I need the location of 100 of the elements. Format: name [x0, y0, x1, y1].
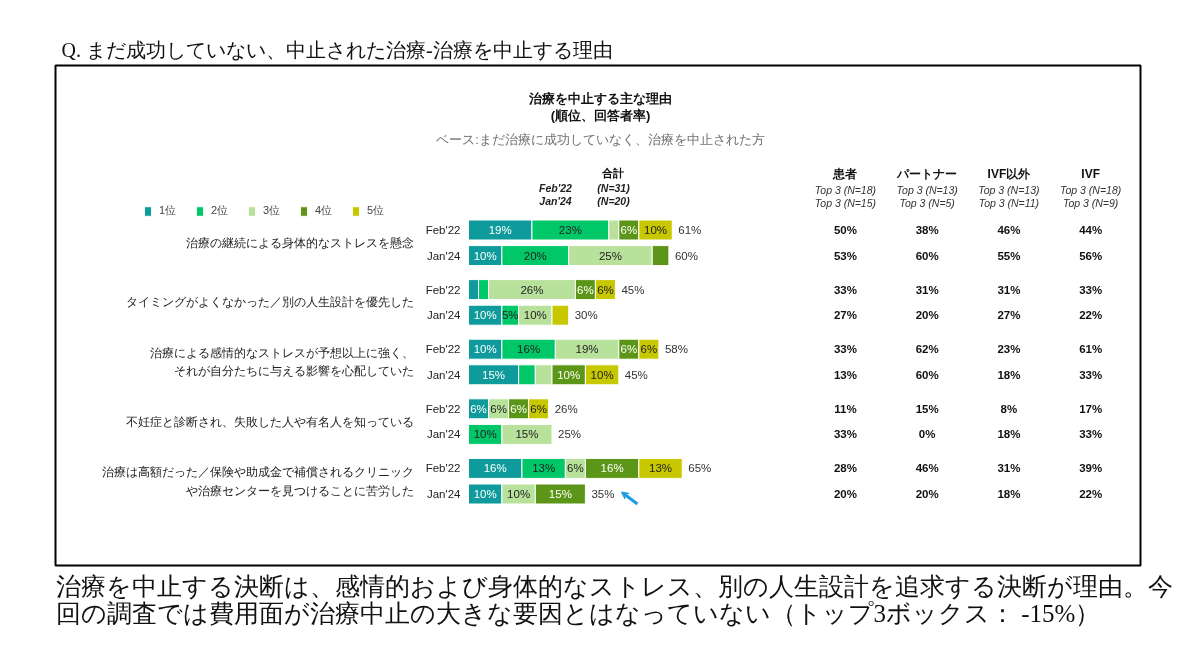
text: 22%	[1079, 488, 1103, 500]
data-label: 23%	[558, 224, 582, 236]
text: 22%	[1079, 309, 1103, 322]
data-label: 16%	[517, 343, 541, 356]
legend-label: 1位	[159, 203, 178, 218]
category-label: パートナー Top 3 (N=13) Top 3 (N=5)	[896, 166, 958, 209]
chart-subtitle: ベース:まだ治療に成功していなく、治療を中止された方	[436, 132, 765, 147]
legend-label: 3位	[263, 203, 282, 218]
data-label: 10%	[473, 249, 497, 262]
data-label: 6%	[577, 283, 594, 296]
category-label: IVF以外 Top 3 (N=13) Top 3 (N=11)	[978, 166, 1040, 209]
text: 33%	[1079, 283, 1103, 296]
data-label: 6%	[567, 462, 584, 475]
data-label: 10%	[590, 368, 614, 381]
text: 62%	[915, 343, 939, 356]
text: 60%	[915, 368, 939, 381]
text: 治療は高額だった／保険や助成金で補償されるクリニックや治療センターを見つけることに苦労した	[101, 464, 414, 498]
text: 20%	[833, 488, 857, 500]
text: 31%	[997, 462, 1021, 475]
text: 23%	[997, 343, 1021, 356]
text: 38%	[915, 224, 939, 236]
text: 39%	[1079, 462, 1103, 475]
total-label: 58%	[664, 343, 688, 356]
text: 31%	[997, 283, 1021, 296]
legend-label: 4位	[315, 203, 334, 218]
text: 33%	[833, 283, 857, 296]
data-label: 19%	[488, 224, 512, 236]
text: 20%	[915, 309, 939, 322]
text: 33%	[833, 343, 857, 356]
data-label: 16%	[483, 462, 507, 475]
data-label: 6%	[530, 402, 547, 415]
data-label: 15%	[515, 428, 539, 441]
y-tick-label: Feb'22	[425, 224, 461, 236]
category-label: 患者 Top 3 (N=18) Top 3 (N=15)	[814, 166, 877, 209]
data-label: 10%	[473, 428, 497, 441]
data-label: 6%	[640, 343, 658, 356]
chart-title: 治療を中止する主な理由 (順位、回答者率)	[528, 90, 672, 123]
text: 60%	[915, 249, 939, 262]
data-label: 15%	[482, 368, 506, 381]
total-label: 30%	[574, 309, 598, 322]
y-tick-label: Jan'24	[426, 368, 462, 381]
y-tick-label: Feb'22	[425, 283, 461, 296]
y-tick-label: Jan'24	[426, 309, 462, 322]
text: 44%	[1079, 224, 1103, 236]
text: 33%	[1079, 368, 1103, 381]
text: 17%	[1079, 402, 1103, 415]
data-label: 19%	[575, 343, 599, 356]
data-label: 10%	[523, 309, 547, 322]
data-label: 6%	[597, 283, 614, 296]
text: タイミングがよくなかった／別の人生設計を優先した	[125, 295, 414, 310]
y-tick-label: Jan'24	[426, 428, 462, 441]
text: 治療による感情的なストレスが予想以上に強く、それが自分たちに与える影響を心配していた	[149, 345, 414, 379]
text: 合計	[600, 166, 624, 179]
text: 0%	[918, 428, 936, 441]
text: 28%	[833, 462, 857, 475]
text: 18%	[997, 488, 1021, 500]
text: 46%	[915, 462, 939, 475]
text: 31%	[915, 283, 939, 296]
text: 13%	[833, 368, 857, 381]
text: 治療の継続による身体的なストレスを懸念	[185, 235, 414, 250]
data-label: 10%	[473, 488, 497, 500]
data-label: 16%	[600, 462, 624, 475]
text: 56%	[1079, 249, 1103, 262]
text: 18%	[997, 428, 1021, 441]
data-label: 13%	[649, 462, 673, 475]
total-label: 61%	[678, 224, 702, 236]
data-label: 13%	[532, 462, 556, 475]
text: Feb'22 (N=31)	[539, 181, 630, 194]
legend-label: 5位	[367, 203, 386, 218]
text: 55%	[997, 249, 1021, 262]
text: Q. まだ成功していない、中止された治療-治療を中止する理由	[61, 38, 613, 61]
data-label: 10%	[473, 309, 497, 322]
text: 33%	[1079, 428, 1103, 441]
total-label: 25%	[558, 428, 582, 441]
data-label: 10%	[473, 343, 497, 356]
text: 27%	[997, 309, 1021, 322]
data-label: 6%	[470, 402, 487, 415]
text: 18%	[997, 368, 1021, 381]
text: 不妊症と診断され、失敗した人や有名人を知っている	[125, 414, 414, 429]
data-label: 26%	[520, 283, 544, 296]
text: 46%	[997, 224, 1021, 236]
total-label: 65%	[688, 462, 712, 475]
text: 20%	[915, 488, 939, 500]
data-label: 6%	[620, 224, 638, 236]
y-tick-label: Feb'22	[425, 462, 461, 475]
y-tick-label: Jan'24	[426, 488, 462, 500]
total-label: 45%	[621, 283, 645, 296]
data-label: 25%	[598, 249, 622, 262]
data-label: 10%	[557, 368, 581, 381]
data-label: 10%	[507, 488, 531, 500]
total-label: 35%	[591, 488, 615, 500]
text: 61%	[1079, 343, 1103, 356]
legend-label: 2位	[211, 203, 230, 218]
text: Jan'24 (N=20)	[539, 194, 630, 207]
text: 8%	[1000, 402, 1018, 415]
data-label: 6%	[620, 343, 638, 356]
total-label: 26%	[554, 402, 578, 415]
total-label: 60%	[674, 249, 698, 262]
data-label: 10%	[644, 224, 668, 236]
data-label: 6%	[490, 402, 507, 415]
